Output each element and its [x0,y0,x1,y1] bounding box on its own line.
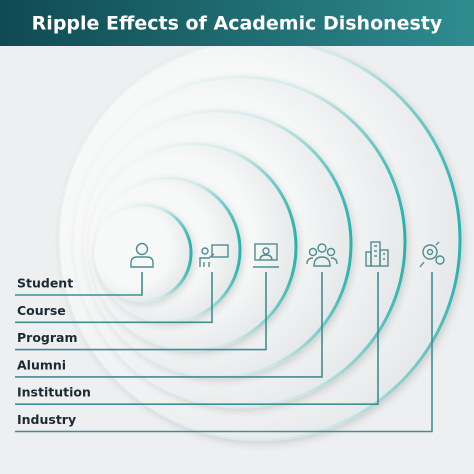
level-label: Course [17,303,66,318]
ripple [93,203,193,303]
course-icon [199,244,229,267]
industry-icon [419,241,445,268]
title: Ripple Effects of Academic Dishonesty [32,13,443,35]
student-icon [130,242,154,268]
alumni-icon [306,243,338,267]
program-icon [253,243,279,268]
institution-icon [365,241,389,267]
level-label: Alumni [17,357,66,372]
ripples [58,38,462,442]
level-label: Industry [17,412,76,427]
connector-line [15,272,323,378]
connector-line [15,272,433,433]
connectors: Student Course Program Alumni Institution Ind… [15,272,433,433]
icons [130,241,445,268]
level-label: Student [17,276,73,291]
level-label: Institution [17,385,91,400]
header-bar [0,0,474,46]
connector-line [15,272,267,351]
connector-line [15,272,213,324]
connector-line [15,272,143,296]
level-label: Program [17,330,78,345]
connector-line [15,272,379,406]
